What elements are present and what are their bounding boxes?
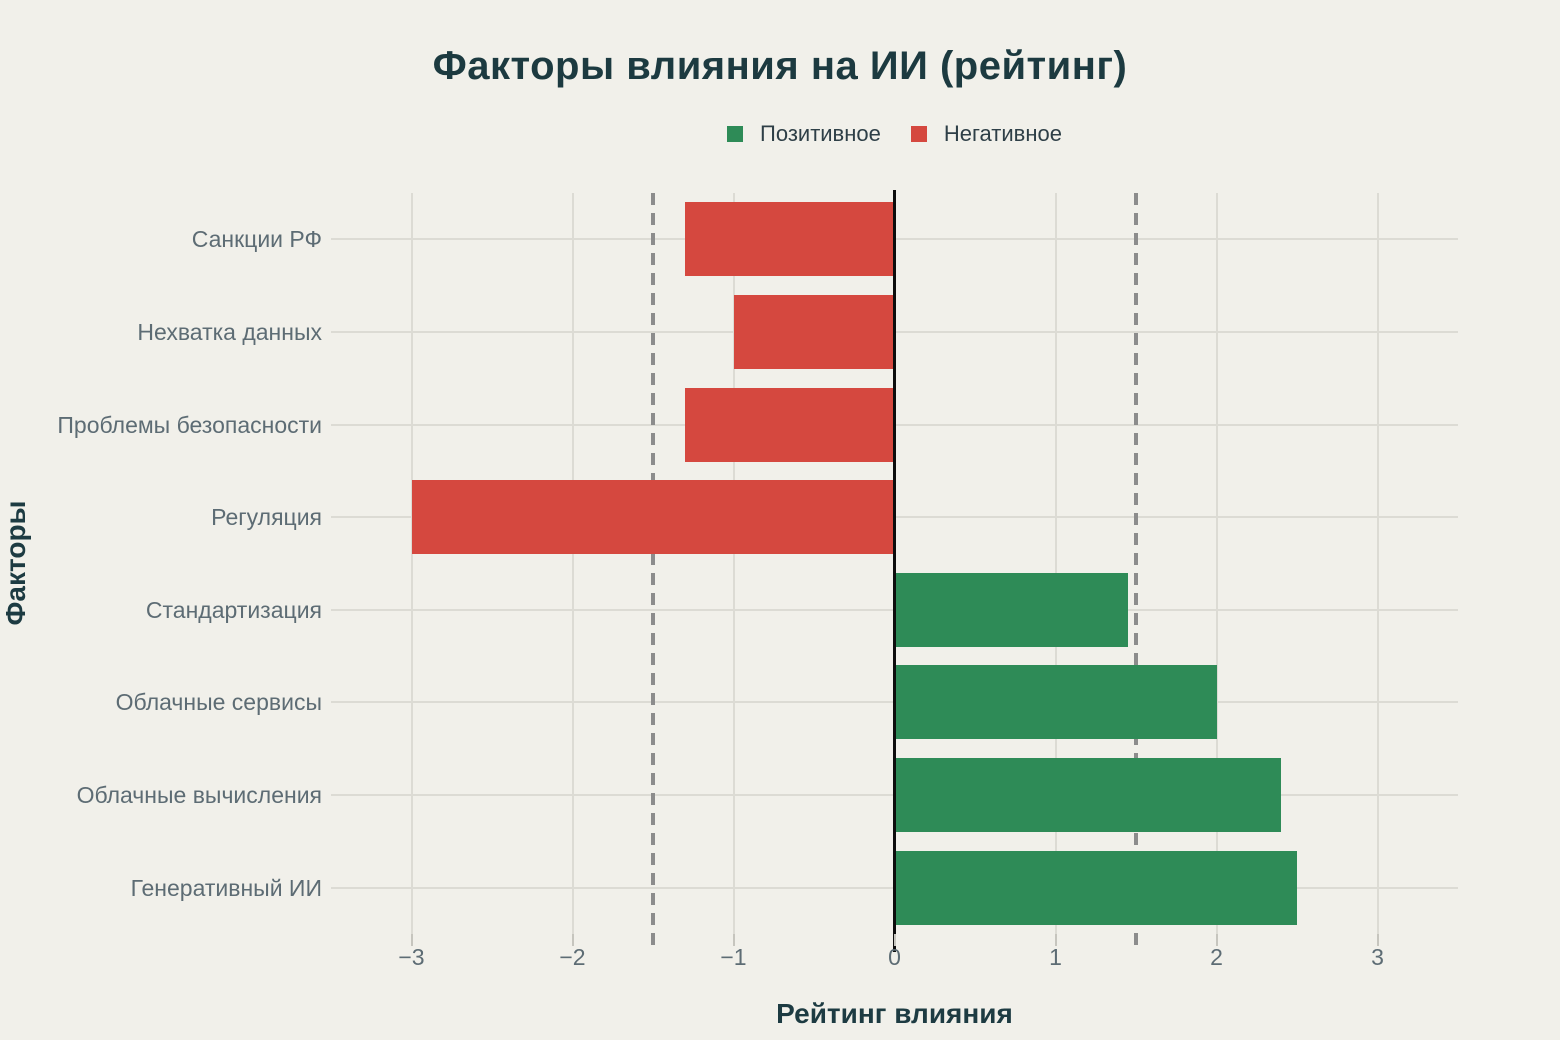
legend-item-negative: Негативное bbox=[910, 121, 1062, 147]
x-axis-tick bbox=[1215, 934, 1218, 946]
x-tick-label: 1 bbox=[1049, 944, 1062, 970]
category-label: Стандартизация bbox=[145, 596, 322, 623]
category-label: Облачные вычисления bbox=[76, 782, 322, 809]
reference-line-dashed bbox=[651, 193, 655, 948]
gridline-vertical bbox=[1376, 193, 1379, 934]
plot-area bbox=[331, 190, 1458, 952]
x-axis-tick bbox=[410, 934, 413, 946]
legend-swatch-negative-icon bbox=[910, 126, 927, 142]
x-tick-label: 2 bbox=[1210, 944, 1223, 970]
x-tick-label: 0 bbox=[888, 944, 901, 970]
gridline-vertical bbox=[410, 193, 413, 934]
gridline-vertical bbox=[1215, 193, 1218, 934]
x-tick-label: −3 bbox=[398, 944, 425, 970]
gridline-vertical bbox=[732, 193, 735, 934]
x-tick-label: −1 bbox=[720, 944, 747, 970]
category-label: Проблемы безопасности bbox=[57, 411, 322, 438]
legend-label-negative: Негативное bbox=[943, 121, 1062, 146]
gridline-vertical bbox=[1054, 193, 1057, 934]
category-label: Нехватка данных bbox=[137, 318, 322, 345]
bar-positive bbox=[894, 665, 1217, 740]
x-axis-tick bbox=[893, 934, 896, 946]
bar-positive bbox=[894, 758, 1281, 833]
bar-positive bbox=[894, 572, 1128, 647]
bar-negative bbox=[685, 202, 895, 277]
x-tick-label: −2 bbox=[559, 944, 586, 970]
bar-negative bbox=[733, 294, 895, 369]
x-axis-tick bbox=[1054, 934, 1057, 946]
category-label: Генеративный ИИ bbox=[130, 874, 322, 901]
legend-item-positive: Позитивное bbox=[727, 121, 881, 147]
category-label: Санкции РФ bbox=[191, 226, 322, 253]
x-axis-tick bbox=[732, 934, 735, 946]
category-label: Регуляция bbox=[211, 504, 322, 531]
legend-label-positive: Позитивное bbox=[760, 121, 881, 146]
zero-axis-line bbox=[893, 190, 896, 952]
category-label: Облачные сервисы bbox=[115, 689, 322, 716]
x-axis-title: Рейтинг влияния bbox=[776, 998, 1013, 1029]
bar-negative bbox=[411, 480, 895, 555]
x-tick-label: 3 bbox=[1371, 944, 1384, 970]
gridline-vertical bbox=[571, 193, 574, 934]
bar-positive bbox=[894, 850, 1297, 925]
x-axis-tick bbox=[1376, 934, 1379, 946]
legend-swatch-positive-icon bbox=[727, 126, 744, 142]
x-axis-tick bbox=[571, 934, 574, 946]
bar-negative bbox=[685, 387, 895, 462]
chart-title: Факторы влияния на ИИ (рейтинг) bbox=[432, 44, 1128, 88]
y-axis-title: Факторы bbox=[0, 500, 31, 626]
reference-line-dashed bbox=[1134, 193, 1138, 948]
legend: Позитивное Негативное bbox=[331, 120, 1458, 148]
